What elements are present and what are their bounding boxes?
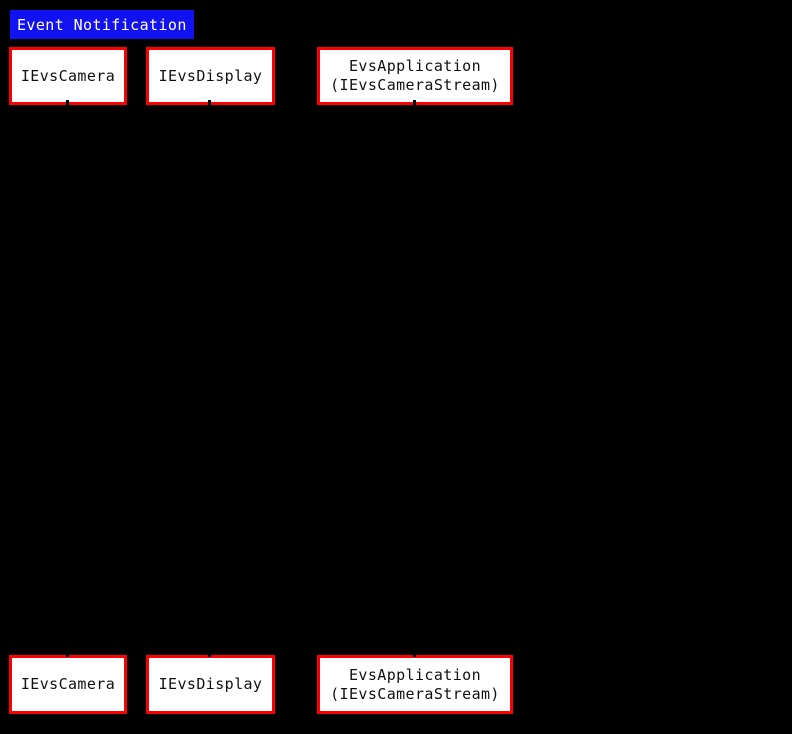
- participant-label: IEvsDisplay: [158, 66, 263, 85]
- participant-box-evsapplication-top: EvsApplication (IEvsCameraStream): [317, 47, 513, 105]
- diagram-title-label: Event Notification: [17, 15, 187, 34]
- lifeline-stub-ievscamera-top: [66, 100, 69, 109]
- participant-box-ievsdisplay-bottom: IEvsDisplay: [146, 655, 275, 714]
- participant-label: IEvsCamera: [20, 66, 116, 85]
- participant-box-ievsdisplay-top: IEvsDisplay: [146, 47, 275, 105]
- lifeline-stub-evsapplication-bottom: [413, 648, 416, 657]
- participant-box-ievscamera-top: IEvsCamera: [9, 47, 127, 105]
- participant-label-line1: EvsApplication: [348, 665, 482, 684]
- participant-box-ievscamera-bottom: IEvsCamera: [9, 655, 127, 714]
- lifeline-stub-ievscamera-bottom: [66, 648, 69, 657]
- diagram-title: Event Notification: [10, 10, 194, 39]
- participant-label-line2: (IEvsCameraStream): [330, 76, 500, 94]
- participant-label: IEvsDisplay: [158, 675, 263, 693]
- lifeline-stub-ievsdisplay-bottom: [208, 648, 211, 657]
- participant-label-line2: (IEvsCameraStream): [330, 684, 500, 703]
- participant-box-evsapplication-bottom: EvsApplication (IEvsCameraStream): [317, 655, 513, 714]
- participant-label: IEvsCamera: [20, 675, 116, 693]
- lifeline-stub-ievsdisplay-top: [208, 100, 211, 109]
- participant-label-line1: EvsApplication: [348, 57, 482, 75]
- lifeline-stub-evsapplication-top: [413, 100, 416, 109]
